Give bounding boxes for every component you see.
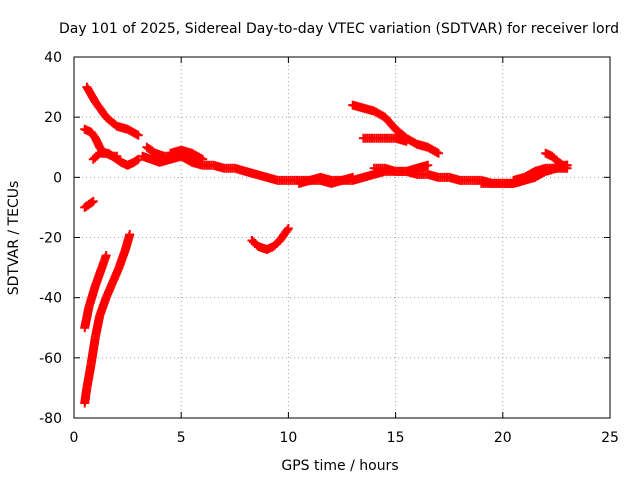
series-arc-3 <box>88 148 122 164</box>
interpolated-points <box>90 150 103 163</box>
y-tick-label: -20 <box>39 231 62 247</box>
interpolated-points <box>81 200 93 211</box>
interpolated-points <box>118 158 131 170</box>
interpolated-points <box>371 107 388 121</box>
y-tick-label: -60 <box>39 351 62 367</box>
interpolated-points <box>113 155 125 166</box>
series-arc-1 <box>82 82 143 140</box>
x-tick-label: 10 <box>279 430 297 446</box>
axis-ticks: 0 5 10 15 20 25 -80 -60 -40 -20 0 20 40 <box>39 50 619 446</box>
series-arc-8 <box>138 151 197 167</box>
interpolated-points <box>81 125 95 136</box>
data-point <box>348 172 358 182</box>
data-point <box>112 151 122 161</box>
interpolated-points <box>555 158 566 169</box>
interpolated-points <box>85 197 97 208</box>
interpolated-points <box>85 283 100 310</box>
interpolated-points <box>87 129 99 142</box>
interpolated-points <box>549 153 562 166</box>
interpolated-points <box>270 237 283 250</box>
data-marks <box>80 82 572 408</box>
data-point <box>125 229 135 239</box>
interpolated-points <box>189 149 206 163</box>
interpolated-points <box>103 149 116 161</box>
interpolated-points <box>403 134 420 148</box>
series-arc-17 <box>294 172 358 188</box>
interpolated-points <box>276 225 292 244</box>
series-arc-9 <box>165 145 208 164</box>
data-point <box>101 251 111 261</box>
interpolated-points <box>521 167 538 181</box>
interpolated-points <box>249 237 262 250</box>
data-point <box>401 136 411 146</box>
x-tick-label: 0 <box>70 430 79 446</box>
interpolated-points <box>144 143 159 157</box>
data-point <box>433 148 443 158</box>
interpolated-points <box>124 158 137 170</box>
series-arc-6 <box>80 229 135 408</box>
y-tick-label: -80 <box>39 411 62 427</box>
data-point <box>423 160 433 170</box>
data-point <box>88 196 98 206</box>
data-point <box>562 163 572 173</box>
interpolated-points <box>381 114 399 133</box>
data-point <box>283 223 293 233</box>
series-arc-10 <box>348 100 443 158</box>
interpolated-points <box>264 242 277 254</box>
data-point <box>133 130 143 140</box>
series-arc-5 <box>80 251 111 333</box>
data-point <box>198 154 208 164</box>
interpolated-points <box>103 113 120 130</box>
y-axis-label: SDTVAR / TECUs <box>6 181 22 296</box>
series-arc-4 <box>80 196 98 212</box>
interpolated-points <box>124 125 142 139</box>
x-tick-label: 5 <box>177 430 186 446</box>
series-arc-13 <box>247 223 293 255</box>
x-tick-label: 15 <box>387 430 405 446</box>
interpolated-points <box>425 143 442 157</box>
x-tick-label: 20 <box>494 430 512 446</box>
y-tick-label: 0 <box>53 170 62 186</box>
x-axis-label: GPS time / hours <box>281 458 398 474</box>
series-arc-12 <box>369 160 433 176</box>
y-tick-label: -40 <box>39 291 62 307</box>
y-tick-label: 20 <box>44 110 62 126</box>
y-tick-label: 40 <box>44 50 62 66</box>
interpolated-points <box>92 99 110 120</box>
chart-title: Day 101 of 2025, Sidereal Day-to-day VTE… <box>59 21 619 37</box>
interpolated-points <box>130 155 142 166</box>
series-arc-16 <box>476 175 529 188</box>
x-tick-label: 25 <box>601 430 619 446</box>
data-point <box>519 175 529 185</box>
series-arc-11 <box>358 133 411 146</box>
interpolated-points <box>542 149 556 161</box>
